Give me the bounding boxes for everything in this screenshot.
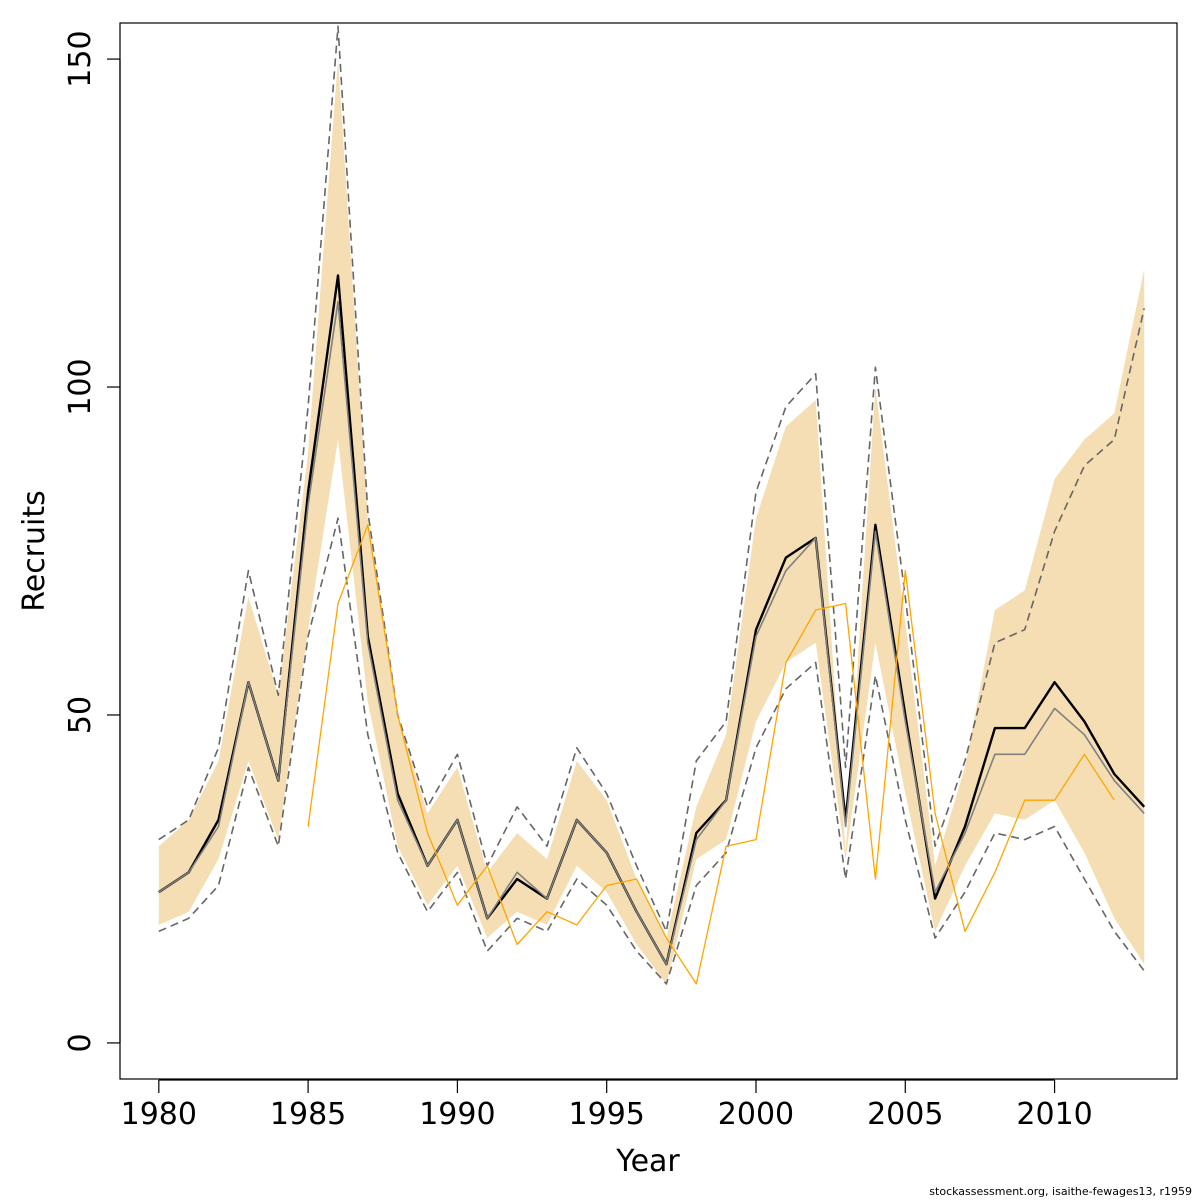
confidence-band <box>158 59 1145 984</box>
x-tick-label: 1995 <box>569 1097 645 1132</box>
y-tick-label: 50 <box>63 696 98 734</box>
x-tick-label: 2005 <box>867 1097 943 1132</box>
x-tick-label: 1980 <box>121 1097 197 1132</box>
x-tick-label: 1985 <box>270 1097 346 1132</box>
x-tick-label: 2000 <box>718 1097 794 1132</box>
series-line-5 <box>307 524 1115 985</box>
y-tick-label: 150 <box>63 30 98 87</box>
series-layer <box>158 25 1146 985</box>
plot-frame <box>119 22 1178 1080</box>
series-line-2 <box>158 300 1145 966</box>
x-tick-label: 1990 <box>419 1097 495 1132</box>
axis-layer: 1980 1985 1990 1995 2000 2005 2010 0 50 100 150 <box>63 30 1093 1132</box>
series-line-4 <box>158 517 1145 985</box>
y-axis-title: Recruits <box>17 490 52 612</box>
x-axis-title: Year <box>615 1144 680 1179</box>
footer-credit: stockassessment.org, isaithe-fewages13, … <box>929 1185 1192 1198</box>
series-line-3 <box>158 25 1145 933</box>
x-tick-label: 2010 <box>1016 1097 1092 1132</box>
y-tick-label: 0 <box>63 1033 98 1052</box>
y-tick-label: 100 <box>63 358 98 415</box>
confidence-band-layer <box>158 59 1145 984</box>
